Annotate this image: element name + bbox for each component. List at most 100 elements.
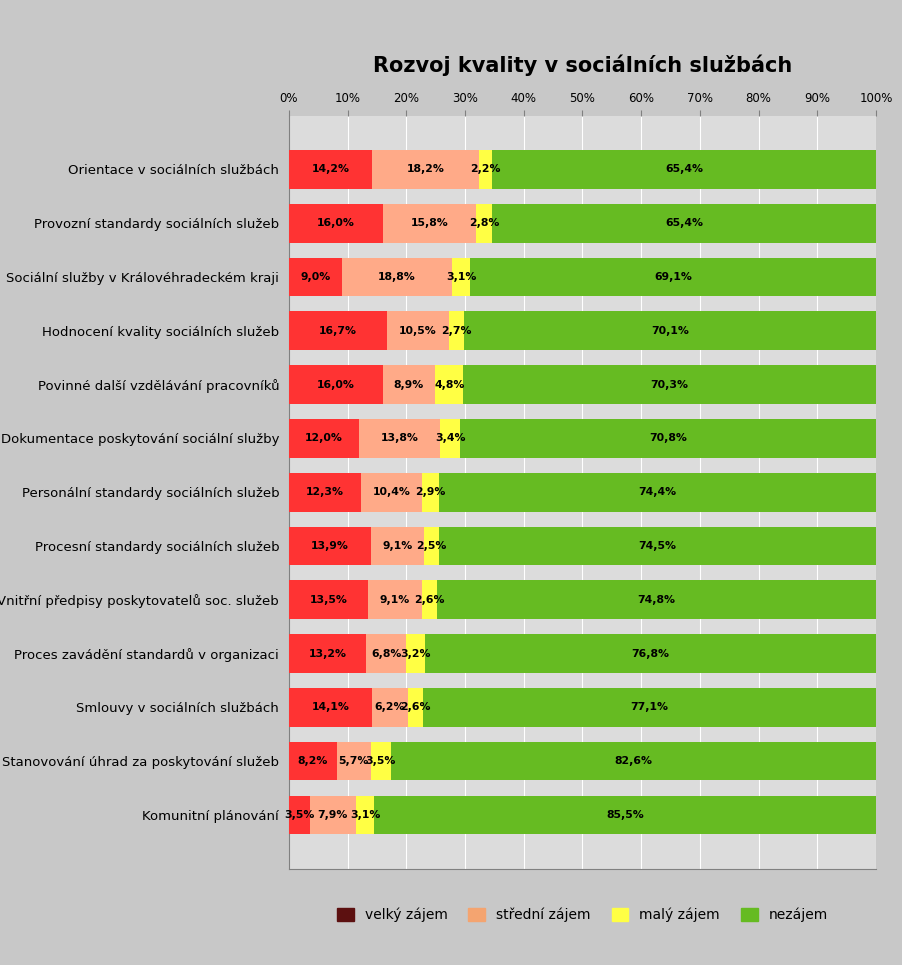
Bar: [341, 258, 452, 296]
Bar: [382, 365, 435, 404]
Bar: [422, 473, 438, 511]
Bar: [289, 150, 372, 189]
Bar: [448, 312, 464, 350]
Bar: [289, 419, 359, 457]
Bar: [423, 688, 875, 727]
Bar: [464, 312, 875, 350]
Bar: [440, 419, 460, 457]
Text: 74,4%: 74,4%: [638, 487, 676, 497]
Bar: [359, 419, 440, 457]
Text: 77,1%: 77,1%: [630, 703, 667, 712]
Bar: [492, 204, 875, 242]
Text: 69,1%: 69,1%: [653, 272, 691, 282]
Bar: [387, 312, 448, 350]
Bar: [425, 634, 875, 673]
Text: 82,6%: 82,6%: [614, 757, 652, 766]
Text: 3,1%: 3,1%: [446, 272, 476, 282]
Text: 5,7%: 5,7%: [338, 757, 369, 766]
Bar: [492, 150, 875, 189]
Bar: [289, 473, 361, 511]
Text: 6,8%: 6,8%: [371, 648, 401, 658]
Text: 3,5%: 3,5%: [365, 757, 396, 766]
Text: 18,2%: 18,2%: [406, 164, 444, 175]
Bar: [382, 204, 475, 242]
Bar: [309, 795, 355, 835]
Text: 14,2%: 14,2%: [311, 164, 349, 175]
Bar: [406, 634, 425, 673]
Text: 2,9%: 2,9%: [415, 487, 446, 497]
Bar: [373, 795, 875, 835]
Bar: [421, 580, 437, 620]
Bar: [289, 634, 366, 673]
Text: 3,1%: 3,1%: [349, 810, 380, 820]
Text: 76,8%: 76,8%: [630, 648, 668, 658]
Bar: [289, 527, 370, 565]
Text: 2,8%: 2,8%: [468, 218, 499, 228]
Bar: [437, 580, 875, 620]
Bar: [289, 580, 368, 620]
Text: 6,2%: 6,2%: [374, 703, 405, 712]
Bar: [424, 527, 438, 565]
Text: 9,0%: 9,0%: [300, 272, 330, 282]
Text: 2,7%: 2,7%: [441, 326, 471, 336]
Bar: [460, 419, 875, 457]
Text: 13,9%: 13,9%: [310, 541, 348, 551]
Bar: [438, 527, 875, 565]
Title: Rozvoj kvality v sociálních službách: Rozvoj kvality v sociálních službách: [373, 54, 791, 75]
Text: 7,9%: 7,9%: [318, 810, 347, 820]
Bar: [391, 742, 875, 781]
Text: 12,0%: 12,0%: [305, 433, 343, 443]
Text: 2,6%: 2,6%: [413, 594, 444, 605]
Bar: [370, 527, 424, 565]
Bar: [289, 312, 387, 350]
Bar: [475, 204, 492, 242]
Text: 8,2%: 8,2%: [298, 757, 327, 766]
Bar: [289, 795, 309, 835]
Text: 13,5%: 13,5%: [309, 594, 347, 605]
Bar: [452, 258, 470, 296]
Text: 74,5%: 74,5%: [638, 541, 676, 551]
Text: 65,4%: 65,4%: [664, 218, 702, 228]
Text: 4,8%: 4,8%: [434, 379, 464, 390]
Text: 12,3%: 12,3%: [306, 487, 344, 497]
Bar: [289, 204, 382, 242]
Text: 16,0%: 16,0%: [317, 379, 354, 390]
Text: 85,5%: 85,5%: [605, 810, 643, 820]
Text: 2,2%: 2,2%: [470, 164, 501, 175]
Text: 8,9%: 8,9%: [393, 379, 424, 390]
Bar: [355, 795, 373, 835]
Text: 65,4%: 65,4%: [664, 164, 702, 175]
Text: 13,8%: 13,8%: [381, 433, 419, 443]
Text: 13,2%: 13,2%: [308, 648, 346, 658]
Text: 3,4%: 3,4%: [435, 433, 465, 443]
Bar: [435, 365, 463, 404]
Text: 18,8%: 18,8%: [378, 272, 416, 282]
Text: 16,7%: 16,7%: [318, 326, 356, 336]
Legend: velký zájem, střední zájem, malý zájem, nezájem: velký zájem, střední zájem, malý zájem, …: [330, 901, 833, 929]
Bar: [372, 150, 479, 189]
Text: 2,6%: 2,6%: [400, 703, 430, 712]
Bar: [289, 688, 372, 727]
Text: 3,5%: 3,5%: [284, 810, 314, 820]
Bar: [289, 258, 341, 296]
Text: 14,1%: 14,1%: [311, 703, 349, 712]
Text: 3,2%: 3,2%: [400, 648, 430, 658]
Bar: [479, 150, 492, 189]
Text: 70,1%: 70,1%: [650, 326, 688, 336]
Text: 10,5%: 10,5%: [399, 326, 437, 336]
Text: 10,4%: 10,4%: [373, 487, 410, 497]
Text: 9,1%: 9,1%: [382, 541, 412, 551]
Bar: [289, 742, 336, 781]
Text: 70,3%: 70,3%: [649, 379, 688, 390]
Bar: [470, 258, 875, 296]
Bar: [336, 742, 370, 781]
Text: 9,1%: 9,1%: [380, 594, 410, 605]
Bar: [366, 634, 406, 673]
Text: 16,0%: 16,0%: [317, 218, 354, 228]
Bar: [463, 365, 875, 404]
Bar: [361, 473, 422, 511]
Text: 74,8%: 74,8%: [637, 594, 675, 605]
Bar: [289, 365, 382, 404]
Bar: [370, 742, 391, 781]
Text: 70,8%: 70,8%: [649, 433, 686, 443]
